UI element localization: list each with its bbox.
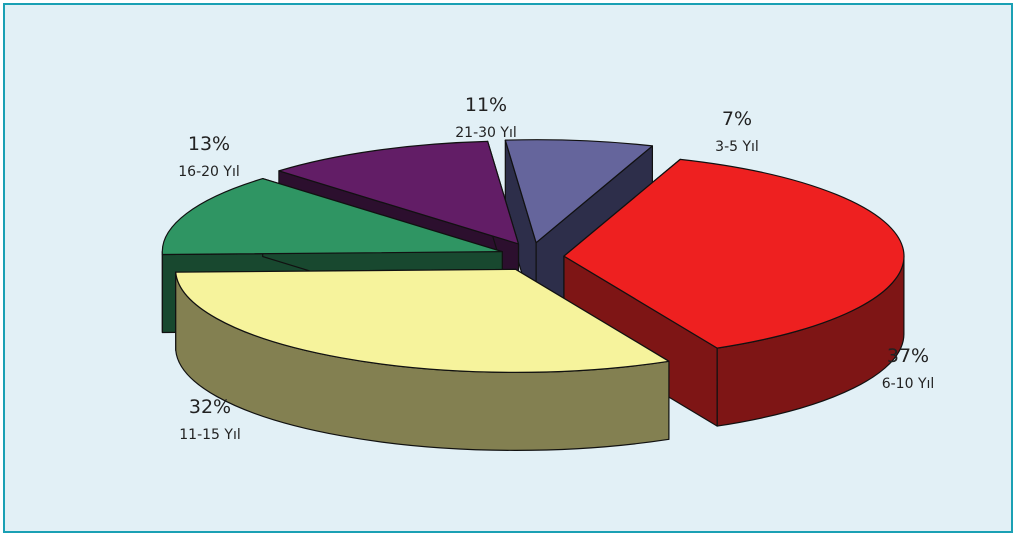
slice-value-label: 32% bbox=[189, 396, 231, 418]
slice-top bbox=[504, 139, 653, 244]
slice-top bbox=[175, 268, 670, 373]
slice-top bbox=[161, 178, 503, 256]
pie-slice-6-10-yıl bbox=[563, 158, 905, 427]
slice-top bbox=[278, 140, 520, 245]
slice-category-label: 3-5 Yıl bbox=[715, 139, 759, 155]
pie-slice-11-15-yıl bbox=[175, 268, 670, 451]
slice-category-label: 11-15 Yıl bbox=[179, 427, 240, 443]
slice-top bbox=[563, 158, 905, 349]
slice-category-label: 16-20 Yıl bbox=[178, 164, 239, 180]
slice-category-label: 6-10 Yıl bbox=[882, 376, 935, 392]
slice-value-label: 37% bbox=[887, 345, 929, 367]
slice-value-label: 7% bbox=[722, 108, 752, 130]
slice-category-label: 21-30 Yıl bbox=[455, 125, 516, 141]
slice-value-label: 13% bbox=[188, 133, 230, 155]
slice-value-label: 11% bbox=[465, 94, 507, 116]
